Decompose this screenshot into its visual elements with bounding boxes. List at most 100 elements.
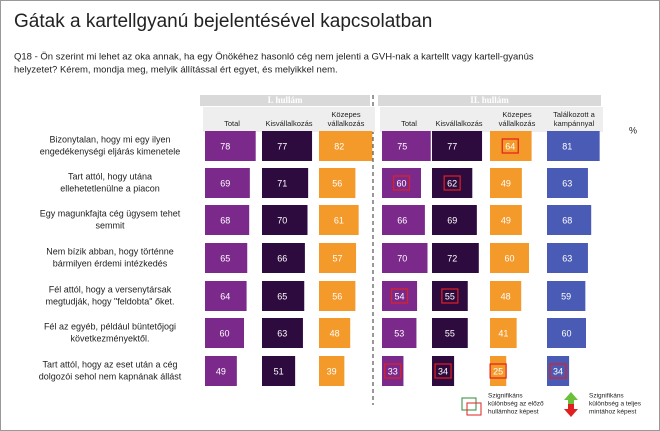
value-label: 60: [504, 253, 514, 263]
value-label: 49: [501, 215, 511, 225]
value-block: [382, 205, 425, 235]
value-label: 64: [220, 291, 230, 301]
value-label: 64: [505, 141, 515, 151]
legend-icon: [461, 397, 477, 411]
value-block: [205, 205, 250, 235]
question-line: Q18 - Ön szerint mi lehet az oka annak, …: [14, 52, 534, 63]
value-label: 56: [332, 178, 342, 188]
value-label: 60: [561, 328, 571, 338]
value-label: 69: [220, 178, 230, 188]
column-header: Total: [401, 119, 417, 128]
value-block: [382, 243, 428, 273]
value-label: 66: [277, 253, 287, 263]
value-label: 69: [447, 215, 457, 225]
value-block: [547, 318, 586, 348]
wave-header: II. hullám: [470, 95, 509, 105]
value-label: 63: [277, 328, 287, 338]
value-block: [432, 281, 468, 311]
value-block: [547, 131, 600, 161]
value-block: [319, 168, 356, 198]
significance-box: [549, 363, 567, 379]
column-header: Kisvállalkozás: [265, 119, 312, 128]
value-block: [205, 131, 256, 161]
row-label: Fél az egyéb, például büntetőjogi: [44, 321, 176, 331]
value-block: [382, 168, 421, 198]
column-header-bg: [380, 107, 438, 132]
value-block: [319, 356, 345, 386]
value-label: 49: [216, 366, 226, 376]
value-label: 60: [219, 328, 229, 338]
value-block: [319, 281, 356, 311]
value-block: [490, 318, 517, 348]
value-label: 34: [553, 366, 563, 376]
value-label: 48: [330, 328, 340, 338]
value-label: 34: [438, 366, 448, 376]
value-block: [547, 243, 588, 273]
value-label: 55: [445, 328, 455, 338]
value-label: 66: [397, 215, 407, 225]
legend-text: Szignifikáns: [589, 393, 624, 400]
value-block: [382, 318, 417, 348]
column-header-bg: [317, 107, 375, 132]
value-block: [262, 318, 303, 348]
value-block: [490, 168, 522, 198]
row-label: Tart attól, hogy az eset után a cég: [42, 359, 177, 369]
value-block: [547, 168, 588, 198]
value-block: [262, 356, 296, 386]
value-label: 41: [498, 328, 508, 338]
value-label: 71: [277, 178, 287, 188]
significance-box: [441, 288, 459, 304]
row-label: ellehetetlenülne a piacon: [60, 183, 160, 193]
value-label: 25: [493, 366, 503, 376]
column-header: Közepes: [331, 110, 360, 119]
value-label: 48: [501, 291, 511, 301]
row-label: semmit: [96, 220, 125, 230]
legend-text: mintához képest: [589, 409, 637, 416]
row-label: Fél attól, hogy a versenytársak: [49, 284, 172, 294]
value-label: 68: [220, 215, 230, 225]
value-label: 77: [277, 141, 287, 151]
column-header-bg: [430, 107, 488, 132]
value-block: [319, 131, 373, 161]
value-label: 33: [388, 366, 398, 376]
value-block: [262, 205, 308, 235]
value-block: [262, 281, 305, 311]
value-label: 77: [447, 141, 457, 151]
value-block: [432, 318, 468, 348]
legend-text: különbség a teljes: [589, 401, 642, 408]
value-block: [262, 131, 313, 161]
column-header: kampánnyal: [554, 119, 595, 128]
value-block: [205, 318, 244, 348]
legend-arrow-up: [564, 392, 578, 405]
row-label: engedékenységi eljárás kimenetele: [40, 146, 181, 156]
value-block: [490, 131, 532, 161]
value-label: 68: [562, 215, 572, 225]
column-header-bg: [488, 107, 546, 132]
value-block: [262, 243, 305, 273]
value-label: 65: [277, 291, 287, 301]
value-block: [319, 243, 357, 273]
question-line: helyzetet? Kérem, mondja meg, melyik áll…: [14, 65, 338, 76]
row-label: Tart attól, hogy utána: [68, 171, 152, 181]
value-block: [547, 205, 592, 235]
row-label: következményektől.: [70, 333, 149, 343]
value-label: 53: [394, 328, 404, 338]
value-label: 56: [332, 291, 342, 301]
row-label: Nem bízik abban, hogy történne: [46, 246, 174, 256]
row-label: Egy magunkfajta cég ügysem tehet: [40, 208, 181, 218]
value-block: [432, 168, 473, 198]
row-label: dolgozói sehol nem kapnának állást: [39, 371, 182, 381]
value-block: [547, 281, 586, 311]
unit: %: [629, 125, 637, 135]
column-header-bg: [260, 107, 318, 132]
wave-header-bg: [378, 95, 601, 106]
value-block: [382, 131, 431, 161]
legend-text: Szignifikáns: [488, 393, 523, 400]
legend-text: különbség az előző: [488, 401, 544, 408]
column-header: Kisvállalkozás: [435, 119, 482, 128]
column-header: Közepes: [502, 110, 531, 119]
legend-arrow-down: [564, 404, 578, 417]
value-label: 82: [334, 141, 344, 151]
value-block: [319, 205, 359, 235]
